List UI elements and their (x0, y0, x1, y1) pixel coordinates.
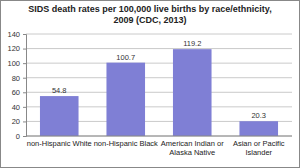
grid-line (26, 63, 292, 64)
tick-label: 20 (12, 117, 20, 126)
tick-label: 40 (12, 103, 20, 112)
grid (26, 34, 292, 136)
tick: 80 (12, 74, 26, 83)
tick-mark (23, 136, 26, 137)
tick-label: 80 (12, 74, 20, 83)
grid-line (26, 34, 292, 35)
text-line: American Indian or (161, 139, 224, 148)
tick-label: 0 (16, 132, 20, 141)
data-labels: 54.8 100.7 119.2 20.3 (52, 39, 266, 120)
bars (40, 49, 278, 136)
data-label: 119.2 (183, 39, 201, 48)
text-line: Alaska Native (169, 148, 215, 157)
x-axis: non-Hispanic Whitenon-Hispanic BlackAmer… (27, 139, 285, 157)
tick: 120 (7, 44, 26, 53)
tick-mark (23, 92, 26, 93)
tick-mark (23, 34, 26, 35)
grid-line (26, 77, 292, 78)
text-line: Asian or Pacific (233, 139, 285, 148)
y-axis: 0 20 40 60 80 100 120 140 (7, 30, 26, 141)
tick: 140 (7, 30, 26, 39)
tick: 100 (7, 59, 26, 68)
chart-border (1, 1, 300, 168)
tick: 20 (12, 117, 26, 126)
category-label: American Indian orAlaska Native (161, 139, 224, 157)
tick: 40 (12, 103, 26, 112)
tick-mark (23, 107, 26, 108)
data-label: 20.3 (251, 111, 266, 120)
x-axis-line (26, 136, 292, 137)
plot: 0 20 40 60 80 100 120 140 54.8 100.7 119.2 20.3 non-… (7, 30, 292, 157)
tick: 0 (16, 132, 26, 141)
category-label: Asian or PacificIslander (233, 139, 285, 157)
text-line: Islander (245, 148, 272, 157)
tick-mark (23, 63, 26, 64)
category-label: non-Hispanic Black (94, 139, 158, 148)
title: SIDS death rates per 100,000 live births… (28, 4, 271, 25)
data-label: 54.8 (52, 86, 67, 95)
tick-label: 60 (12, 88, 20, 97)
bar (40, 96, 79, 136)
tick-label: 120 (7, 44, 20, 53)
data-label: 100.7 (116, 53, 135, 62)
bar (239, 121, 278, 136)
grid-line (26, 136, 292, 137)
grid-line (26, 48, 292, 49)
text-line: non-Hispanic Black (94, 139, 158, 148)
chart: SIDS death rates per 100,000 live births… (0, 0, 300, 168)
bar (106, 63, 145, 136)
tick-mark (23, 121, 26, 122)
y-axis-line (23, 35, 27, 137)
tick: 60 (12, 88, 26, 97)
text-line: 2009 (CDC, 2013) (113, 15, 186, 25)
tick-label: 140 (7, 30, 20, 39)
tick-mark (23, 49, 26, 50)
tick-mark (23, 78, 26, 79)
category-label: non-Hispanic White (27, 139, 92, 148)
text-line: SIDS death rates per 100,000 live births… (28, 4, 271, 14)
text-line: non-Hispanic White (27, 139, 92, 148)
tick-label: 100 (7, 59, 20, 68)
bar (173, 49, 212, 136)
